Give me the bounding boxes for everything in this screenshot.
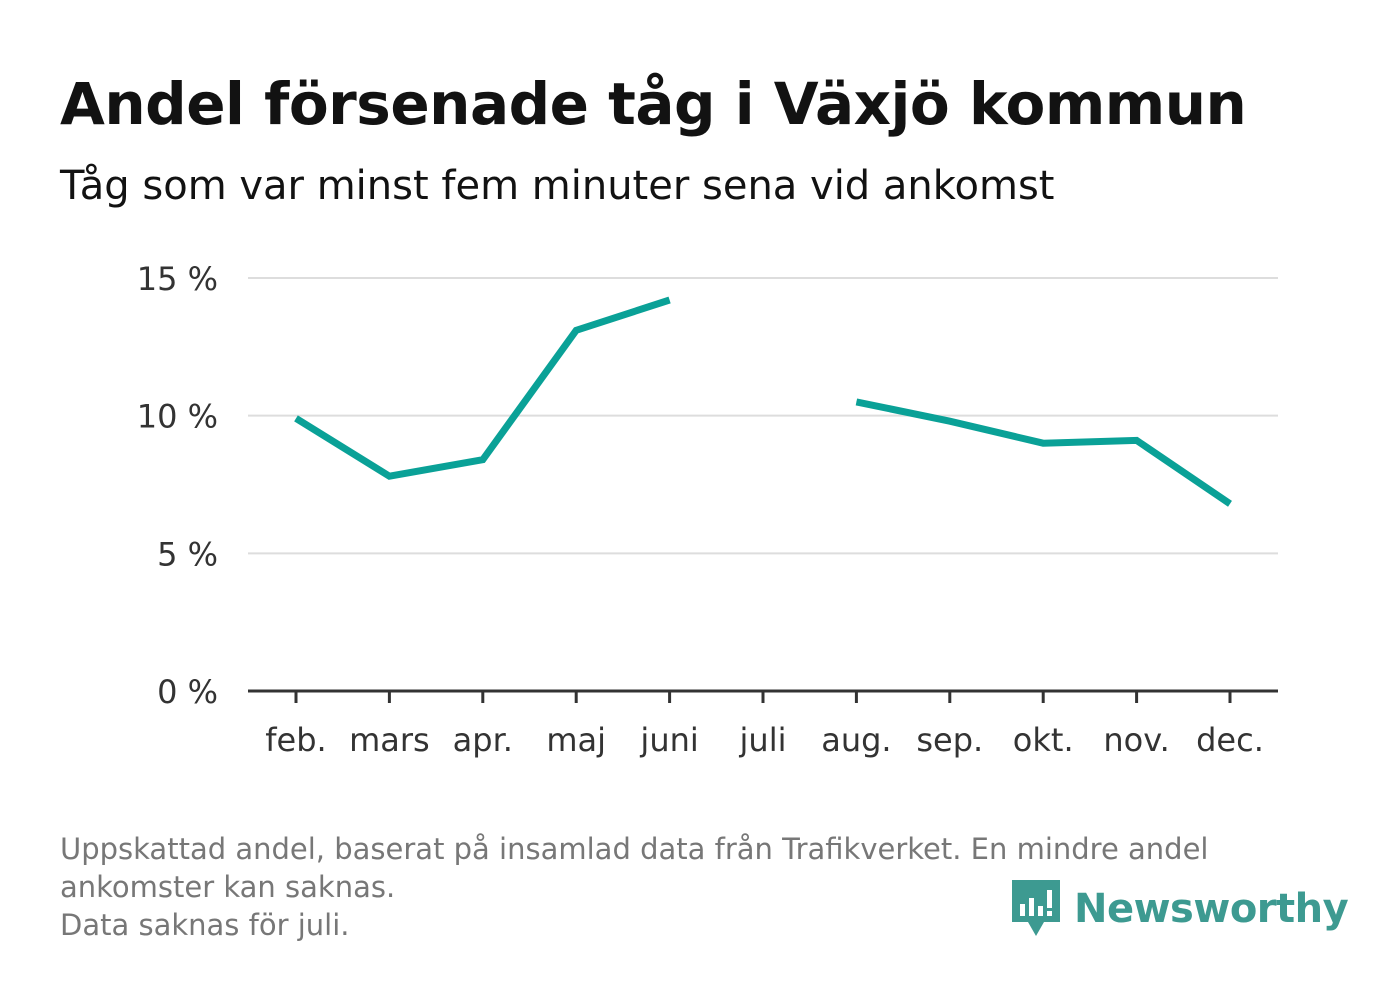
y-tick-label: 10 % <box>137 398 218 436</box>
footer-note-line2: Data saknas för juli. <box>60 908 350 942</box>
footer-note-line1: Uppskattad andel, baserat på insamlad da… <box>60 832 1209 904</box>
series-lines <box>294 296 1232 507</box>
line-chart: 0 % 5 % 10 % 15 % feb. mars apr. maj juni juli au… <box>137 260 1278 759</box>
x-tick-label: okt. <box>1013 721 1074 759</box>
x-tick-label: feb. <box>265 721 326 759</box>
newsworthy-logo-icon <box>1012 880 1060 936</box>
footer-note: Uppskattad andel, baserat på insamlad da… <box>60 830 1320 944</box>
x-tick-label: dec. <box>1196 721 1264 759</box>
x-axis: feb. mars apr. maj juni juli aug. sep. okt. nov. d… <box>248 689 1278 759</box>
x-tick-label: aug. <box>821 721 891 759</box>
x-tick-label: juni <box>639 721 698 759</box>
gridlines <box>248 277 1278 555</box>
chart-subtitle: Tåg som var minst fem minuter sena vid a… <box>60 163 1055 209</box>
x-tick-label: mars <box>349 721 430 759</box>
y-tick-label: 5 % <box>157 535 218 573</box>
y-axis-ticks: 0 % 5 % 10 % 15 % <box>137 260 218 711</box>
x-tick-label: nov. <box>1103 721 1169 759</box>
x-tick-label: sep. <box>916 721 983 759</box>
chart-title: Andel försenade tåg i Växjö kommun <box>60 70 1247 138</box>
brand-name: Newsworthy <box>1074 886 1349 932</box>
x-tick-label: apr. <box>453 721 513 759</box>
x-tick-label: juli <box>739 721 787 759</box>
series-line-segment <box>294 296 671 480</box>
x-tick-label: maj <box>546 721 606 759</box>
brand-logo: Newsworthy <box>1010 878 1349 940</box>
y-tick-label: 15 % <box>137 260 218 298</box>
y-tick-label: 0 % <box>157 673 218 711</box>
series-line-segment <box>855 398 1232 507</box>
